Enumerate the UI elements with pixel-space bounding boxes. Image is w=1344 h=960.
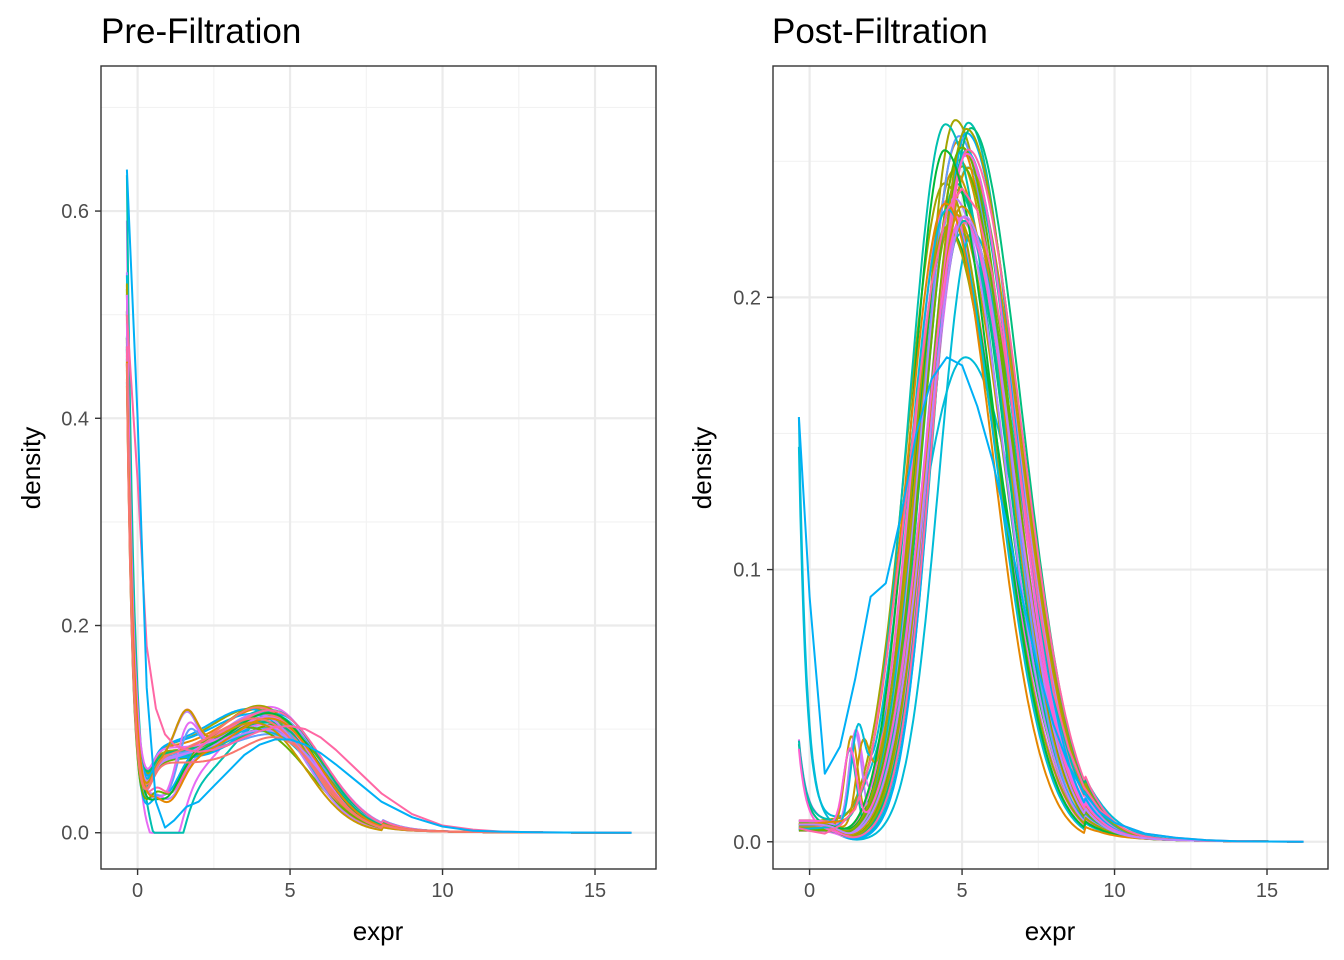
x-tick-label: 10 [431, 880, 453, 902]
density-curve [125, 169, 632, 834]
density-curve [125, 364, 631, 834]
density-curve [125, 341, 631, 834]
density-curve [125, 346, 631, 834]
density-curve [125, 349, 631, 834]
panel-border [772, 65, 1329, 870]
x-tick-label: 15 [1256, 880, 1278, 902]
density-curve [797, 356, 1304, 843]
y-tick-label: 0.0 [61, 823, 89, 845]
density-lines [797, 119, 1304, 843]
density-curve [125, 369, 631, 834]
density-curve [125, 337, 631, 834]
panel-border [100, 65, 657, 870]
density-curve [125, 363, 631, 834]
axis-ticks: 0 5 10 15 0.0 0.1 0.2 [733, 287, 1278, 902]
density-curve [125, 337, 631, 834]
x-tick-label: 10 [1103, 880, 1125, 902]
x-tick-label: 5 [285, 880, 296, 902]
density-lines [125, 169, 632, 834]
density-curve [125, 382, 631, 834]
density-curve [125, 343, 631, 834]
y-axis-label: density [687, 427, 717, 509]
y-tick-label: 0.0 [733, 832, 761, 854]
x-tick-label: 5 [957, 880, 968, 902]
panel-title: Pre-Filtration [101, 12, 301, 51]
density-curve [125, 379, 631, 834]
x-tick-label: 0 [804, 880, 815, 902]
x-axis-label: expr [353, 916, 404, 946]
x-tick-label: 0 [132, 880, 143, 902]
y-tick-label: 0.4 [61, 408, 89, 430]
axis-ticks: 0 5 10 15 0.0 0.2 0.4 0.6 [61, 201, 606, 902]
y-tick-label: 0.6 [61, 201, 89, 223]
y-tick-label: 0.2 [733, 287, 761, 309]
density-curve [125, 348, 631, 834]
panel-title: Post-Filtration [772, 12, 988, 51]
x-tick-label: 15 [584, 880, 606, 902]
y-tick-label: 0.2 [61, 616, 89, 638]
pre-filtration-panel: Pre-Filtration 0 5 10 15 0.0 0.2 0.4 0.6 expr d… [16, 12, 657, 946]
density-curve [125, 337, 631, 834]
density-curve [125, 385, 631, 834]
y-axis-label: density [16, 427, 46, 509]
grid [101, 66, 656, 869]
x-axis-label: expr [1025, 916, 1076, 946]
y-tick-label: 0.1 [733, 560, 761, 582]
post-filtration-panel: Post-Filtration 0 5 10 15 0.0 0.1 0.2 expr den… [687, 12, 1329, 946]
density-curve [125, 335, 631, 834]
